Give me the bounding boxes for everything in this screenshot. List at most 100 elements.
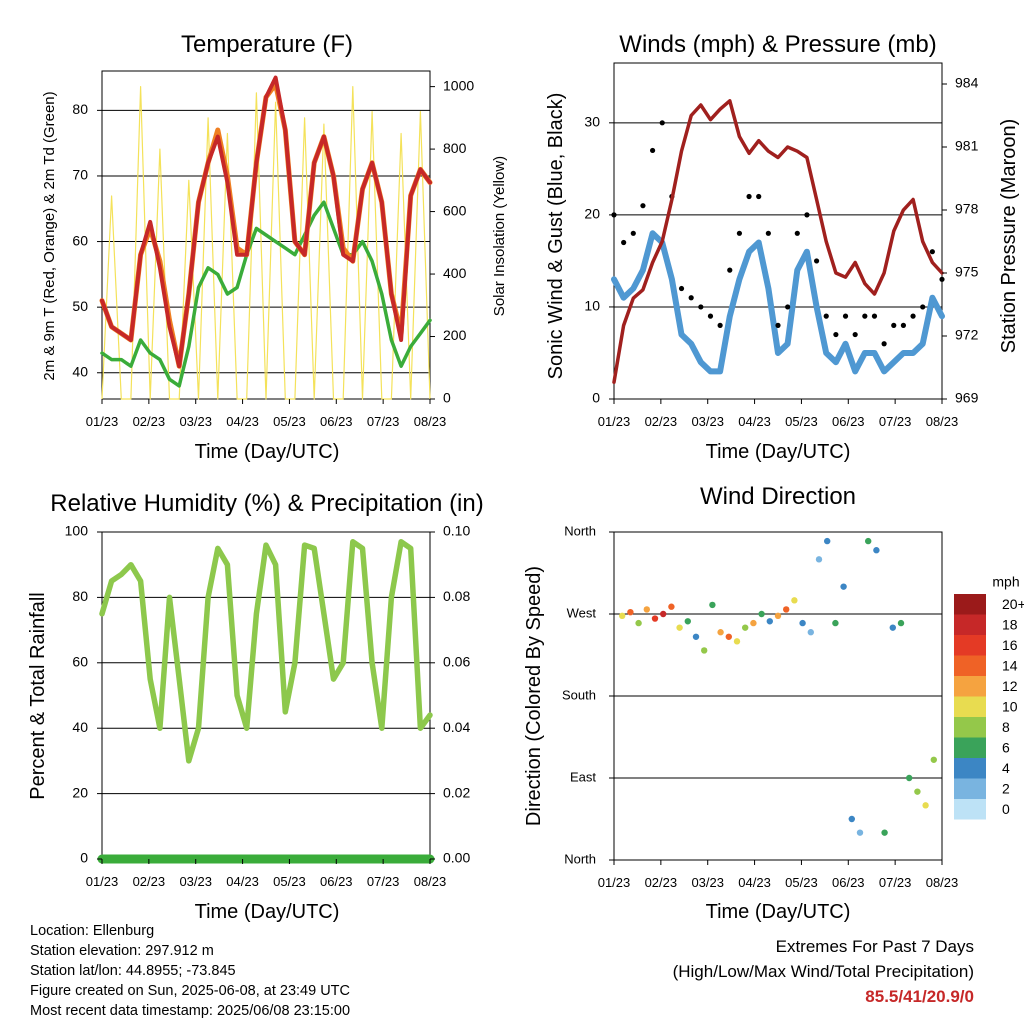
- x-tick-label: 07/23: [879, 875, 912, 890]
- y-tick-label: 70: [72, 167, 88, 183]
- legend-label: 4: [1002, 760, 1010, 776]
- y2-tick-label: 1000: [443, 77, 474, 93]
- y-tick-label: 40: [72, 363, 88, 379]
- y2-tick-label: 0: [443, 390, 451, 406]
- x-tick-label: 05/23: [273, 874, 306, 889]
- figure-created: Figure created on Sun, 2025-06-08, at 23…: [30, 983, 350, 999]
- direction-point: [750, 619, 757, 627]
- gust-point: [842, 313, 849, 319]
- x-tick-label: 06/23: [832, 414, 865, 429]
- legend-label: 8: [1002, 719, 1010, 735]
- legend-label: 20+: [1002, 596, 1024, 612]
- x-tick-label: 04/23: [226, 414, 259, 429]
- direction-point: [651, 615, 659, 622]
- gust-point: [756, 193, 762, 200]
- x-tick-label: 03/23: [691, 414, 724, 429]
- y-tick-label: 0: [80, 850, 88, 866]
- direction-point: [848, 815, 855, 823]
- x-tick-label: 01/23: [598, 414, 631, 429]
- humidity-panel: Relative Humidity (%) & Precipitation (i…: [27, 490, 484, 923]
- y2-tick-label: 200: [443, 327, 467, 343]
- gust-point: [698, 304, 704, 310]
- legend-label: 14: [1002, 657, 1018, 673]
- direction-title: Wind Direction: [700, 483, 856, 510]
- x-tick-label: 04/23: [738, 414, 771, 429]
- x-tick-label: 02/23: [645, 414, 678, 429]
- x-tick-label: 04/23: [226, 874, 259, 889]
- direction-point: [717, 629, 724, 636]
- winds-series: [611, 99, 945, 384]
- y-tick-label: 80: [72, 588, 88, 604]
- gust-point: [659, 120, 665, 126]
- x-tick-label: 03/23: [179, 414, 212, 429]
- legend-label: 18: [1002, 616, 1018, 632]
- solar-insolation-line: [101, 85, 431, 400]
- direction-tick-label: South: [562, 687, 596, 702]
- direction-point: [774, 612, 782, 620]
- gust-point: [920, 304, 926, 310]
- y2-tick-label: 975: [955, 264, 979, 280]
- direction-point: [643, 606, 650, 613]
- x-tick-label: 01/23: [86, 414, 119, 429]
- winds-ylabel: Sonic Wind & Gust (Blue, Black): [545, 93, 567, 380]
- gust-point: [785, 304, 791, 310]
- humidity-line: [99, 539, 433, 764]
- y2-tick-label: 969: [955, 390, 979, 406]
- gust-point: [688, 295, 694, 301]
- recent-timestamp: Most recent data timestamp: 2025/06/08 2…: [30, 1003, 351, 1019]
- temperature-xlabel: Time (Day/UTC): [195, 441, 340, 463]
- legend-swatch: [954, 799, 986, 820]
- y-tick-label: 10: [584, 298, 600, 314]
- legend-label: 0: [1002, 801, 1010, 817]
- direction-point: [725, 633, 732, 640]
- gust-point: [900, 322, 907, 328]
- direction-point: [840, 583, 847, 590]
- gust-point: [881, 341, 887, 347]
- direction-point: [881, 829, 888, 836]
- direction-point: [660, 610, 667, 618]
- direction-point: [709, 601, 716, 609]
- direction-point: [906, 774, 913, 782]
- legend-swatch: [954, 655, 986, 676]
- gust-point: [804, 212, 810, 218]
- gust-point: [707, 313, 714, 319]
- y2-tick-label: 978: [955, 201, 979, 217]
- gust-point: [717, 322, 723, 328]
- direction-point: [783, 606, 790, 613]
- direction-tick-label: West: [567, 605, 597, 620]
- winds-pressure-panel: Winds (mph) & Pressure (mb) 0 10 20 30 969 97…: [545, 31, 1020, 463]
- legend-label: 12: [1002, 678, 1018, 694]
- temperature-title: Temperature (F): [181, 31, 353, 58]
- direction-point: [791, 597, 798, 604]
- x-tick-label: 08/23: [414, 874, 447, 889]
- x-tick-label: 02/23: [133, 874, 166, 889]
- y-tick-label: 20: [72, 784, 88, 800]
- y-tick-label: 20: [584, 206, 600, 222]
- speed-legend: mph 20+ 18 16 14 12 10 8 6 4 2 0: [954, 574, 1024, 820]
- x-tick-label: 04/23: [738, 875, 771, 890]
- direction-point: [889, 624, 896, 631]
- x-tick-label: 08/23: [414, 414, 447, 429]
- legend-label: 6: [1002, 739, 1010, 755]
- humidity-xlabel: Time (Day/UTC): [195, 901, 340, 923]
- station-latlon: Station lat/lon: 44.8955; -73.845: [30, 963, 236, 979]
- solar-ylabel: Solar Insolation (Yellow): [491, 156, 508, 316]
- gust-point: [891, 322, 897, 328]
- station-elevation: Station elevation: 297.912 m: [30, 943, 214, 959]
- y2-tick-label: 400: [443, 265, 467, 281]
- humidity-series: [97, 539, 435, 864]
- x-tick-label: 08/23: [926, 875, 959, 890]
- extremes-subtitle: (High/Low/Max Wind/Total Precipitation): [672, 962, 974, 981]
- gust-point: [910, 313, 916, 319]
- temperature-ylabel: 2m & 9m T (Red, Orange) & 2m Td (Green): [41, 91, 58, 380]
- y-tick-label: 40: [72, 719, 88, 735]
- x-tick-label: 06/23: [320, 414, 353, 429]
- temp-2m-line: [100, 75, 432, 369]
- gust-point: [621, 239, 627, 246]
- direction-point: [865, 537, 872, 545]
- gust-point: [727, 267, 733, 273]
- direction-xlabel: Time (Day/UTC): [706, 901, 851, 923]
- direction-point: [799, 619, 806, 627]
